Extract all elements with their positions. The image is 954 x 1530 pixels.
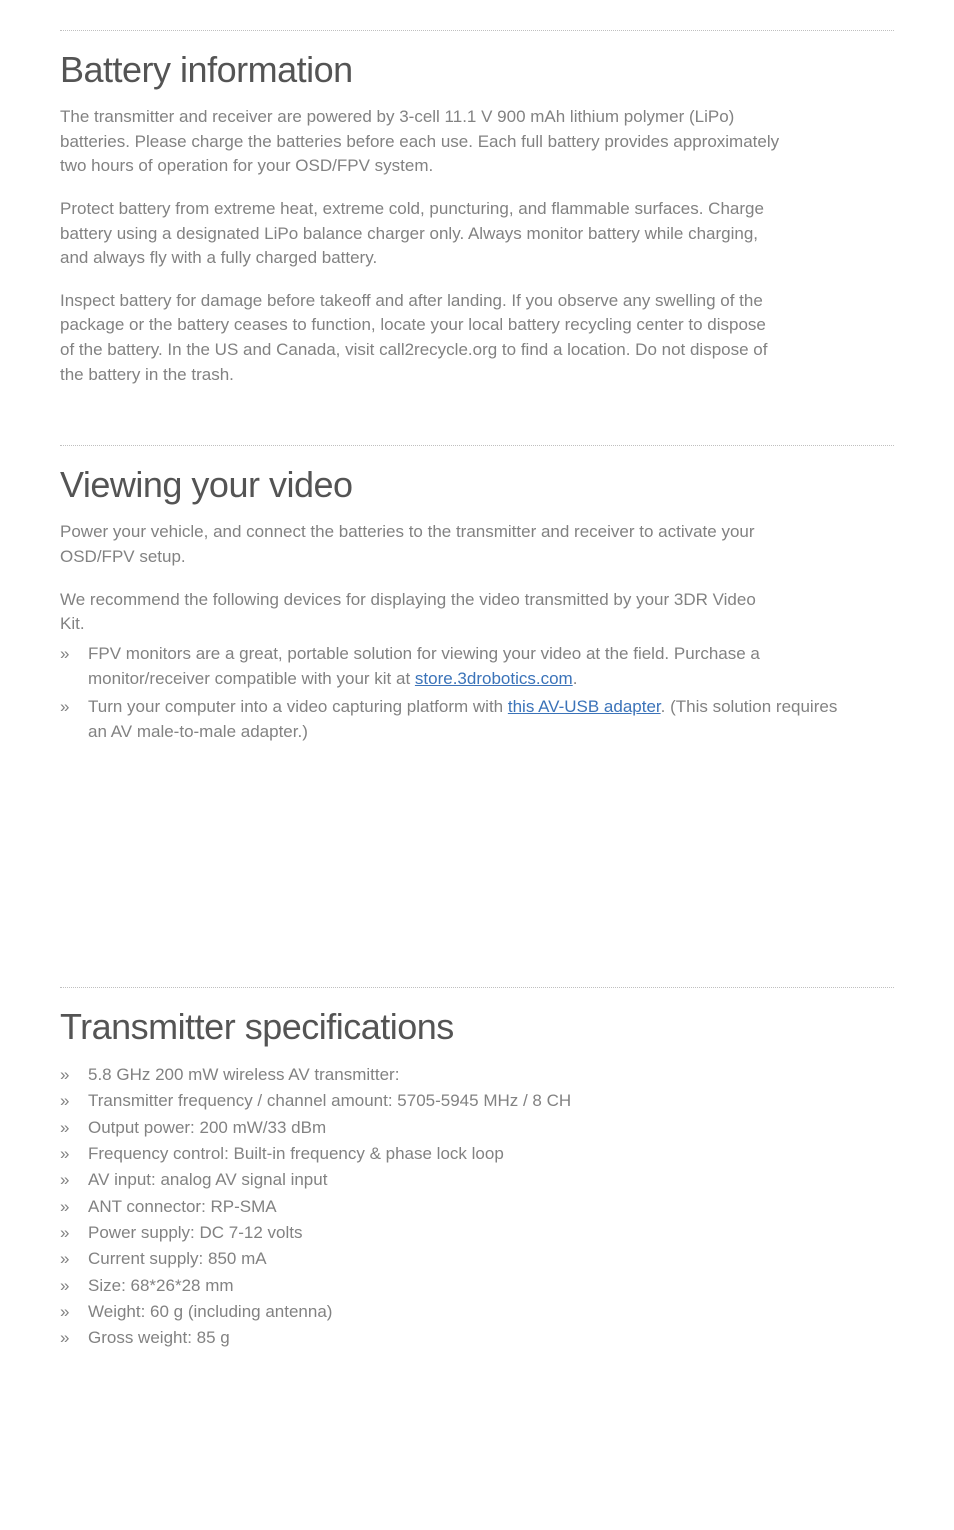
viewing-bullet-1: FPV monitors are a great, portable solut… bbox=[60, 641, 840, 692]
viewing-heading: Viewing your video bbox=[60, 464, 894, 506]
transmitter-specs-list: 5.8 GHz 200 mW wireless AV transmitter: … bbox=[60, 1062, 894, 1352]
battery-p3: Inspect battery for damage before takeof… bbox=[60, 289, 780, 388]
battery-heading: Battery information bbox=[60, 49, 894, 91]
spec-item: Power supply: DC 7-12 volts bbox=[60, 1220, 894, 1246]
av-usb-link[interactable]: this AV-USB adapter bbox=[508, 697, 661, 716]
viewing-section: Viewing your video Power your vehicle, a… bbox=[60, 445, 894, 987]
viewing-bullets: FPV monitors are a great, portable solut… bbox=[60, 641, 894, 745]
spec-item: Gross weight: 85 g bbox=[60, 1325, 894, 1351]
spec-item: AV input: analog AV signal input bbox=[60, 1167, 894, 1193]
viewing-bullet-2-text-a: Turn your computer into a video capturin… bbox=[88, 697, 508, 716]
viewing-bullet-2: Turn your computer into a video capturin… bbox=[60, 694, 840, 745]
transmitter-heading: Transmitter specifications bbox=[60, 1006, 894, 1048]
battery-p2: Protect battery from extreme heat, extre… bbox=[60, 197, 780, 271]
spec-item: Weight: 60 g (including antenna) bbox=[60, 1299, 894, 1325]
viewing-p1: Power your vehicle, and connect the batt… bbox=[60, 520, 780, 569]
spec-item: Output power: 200 mW/33 dBm bbox=[60, 1115, 894, 1141]
store-link[interactable]: store.3drobotics.com bbox=[415, 669, 573, 688]
spec-item: Size: 68*26*28 mm bbox=[60, 1273, 894, 1299]
spec-item: ANT connector: RP-SMA bbox=[60, 1194, 894, 1220]
viewing-bullet-1-text-c: . bbox=[573, 669, 578, 688]
battery-p1: The transmitter and receiver are powered… bbox=[60, 105, 780, 179]
transmitter-section: Transmitter specifications 5.8 GHz 200 m… bbox=[60, 987, 894, 1392]
spec-item: 5.8 GHz 200 mW wireless AV transmitter: bbox=[60, 1062, 894, 1088]
spec-item: Transmitter frequency / channel amount: … bbox=[60, 1088, 894, 1114]
spec-item: Frequency control: Built-in frequency & … bbox=[60, 1141, 894, 1167]
viewing-p2: We recommend the following devices for d… bbox=[60, 588, 780, 637]
spec-item: Current supply: 850 mA bbox=[60, 1246, 894, 1272]
battery-section: Battery information The transmitter and … bbox=[60, 30, 894, 445]
